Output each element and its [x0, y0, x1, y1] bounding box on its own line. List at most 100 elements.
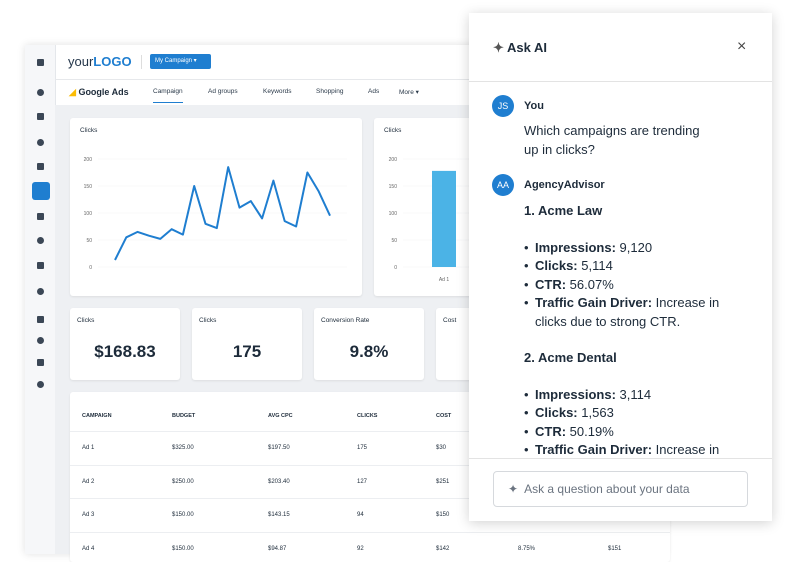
y-tick-label: 200	[389, 157, 398, 163]
y-tick-label: 0	[89, 265, 92, 271]
item-label: Clicks:	[535, 405, 578, 420]
avatar: AA	[492, 174, 514, 196]
tab[interactable]: Keywords	[263, 88, 292, 95]
kpi-card: Conversion Rate 9.8%	[314, 308, 424, 380]
nav-icon[interactable]	[37, 359, 44, 366]
row-divider	[70, 498, 670, 499]
input-placeholder: Ask a question about your data	[524, 482, 690, 496]
item-label: Clicks:	[535, 258, 578, 273]
table-header: CLICKS	[357, 413, 378, 419]
author: You	[524, 100, 544, 112]
conversation: JS You Which campaigns are trending up i…	[469, 93, 772, 458]
tab[interactable]: Shopping	[316, 88, 344, 95]
bullet: •	[524, 423, 529, 439]
divider	[141, 55, 142, 69]
table-cell: $142	[436, 545, 450, 552]
kpi-value: 175	[232, 342, 262, 361]
logo-prefix: your	[68, 54, 94, 69]
author: AgencyAdvisor	[524, 179, 605, 191]
row-divider	[70, 431, 670, 432]
item-value: 9,120	[619, 239, 653, 255]
platform: ◢ Google Ads	[69, 87, 129, 97]
chart-title: Clicks	[80, 127, 98, 134]
panel-header: ✦ Ask AI	[493, 40, 548, 55]
tab[interactable]: Campaign	[153, 88, 183, 103]
kpi-card: Clicks 175	[192, 308, 302, 380]
table-cell: $151	[608, 545, 622, 552]
item-value: 50.19%	[569, 423, 614, 439]
answer-heading: 1. Acme Law	[524, 203, 603, 218]
nav-icon[interactable]	[37, 163, 44, 170]
nav-icon[interactable]	[37, 113, 44, 120]
avatar: JS	[492, 95, 514, 117]
answer-heading: 2. Acme Dental	[524, 350, 617, 365]
question-input[interactable]: ✦ Ask a question about your data	[493, 471, 748, 507]
close-button[interactable]: ×	[737, 38, 747, 55]
answer: 1. Acme Law • Impressions: 9,120 • Clicks: 5…	[524, 202, 724, 458]
nav-icon[interactable]	[37, 89, 44, 96]
ask-ai-panel: ✦ Ask AI × JS You Which campaigns are tr…	[469, 13, 772, 521]
kpi-value: 9.8%	[349, 342, 389, 361]
y-tick-label: 100	[389, 211, 398, 217]
nav-icon[interactable]	[37, 337, 44, 344]
logo-main: LOGO	[93, 54, 132, 69]
tab[interactable]: More ▾	[399, 89, 419, 96]
nav-icon[interactable]	[37, 381, 44, 388]
row-divider	[70, 464, 670, 466]
platform-name: Google Ads	[78, 87, 129, 97]
item-value: Increase in clicks due to strong CTR.	[535, 295, 720, 329]
item-label: CTR:	[535, 276, 567, 292]
nav-icon[interactable]	[37, 237, 44, 244]
y-tick-label: 50	[391, 238, 397, 244]
nav-icon[interactable]	[37, 288, 44, 295]
table-cell: $250.00	[172, 478, 194, 485]
table-cell: Ad 1	[82, 445, 95, 451]
answer-item: • Clicks: 5,114	[524, 257, 724, 276]
tab[interactable]: Ads	[368, 88, 380, 95]
kpi-label: Clicks	[77, 317, 95, 324]
tab[interactable]: Ad groups	[208, 88, 238, 95]
message-text: Which campaigns are trending up in click…	[524, 123, 700, 157]
item-value: 3,114	[619, 386, 652, 402]
item-label: Impressions:	[535, 239, 616, 255]
bullet: •	[524, 386, 529, 402]
y-tick-label: 150	[389, 184, 398, 190]
answer-item: • CTR: 50.19%	[524, 423, 724, 442]
panel-title: Ask AI	[507, 40, 548, 55]
nav-icon[interactable]	[37, 213, 44, 220]
chart: 0 50 100 150 200	[84, 157, 347, 271]
table-cell: 94	[357, 512, 364, 518]
nav-icon[interactable]	[37, 139, 44, 146]
nav-icon[interactable]	[37, 316, 44, 323]
table-cell: $150.00	[172, 545, 194, 552]
nav-icon-active[interactable]	[32, 182, 50, 200]
table-header: AVG CPC	[268, 413, 293, 419]
bullet: •	[524, 258, 529, 273]
kpi-card: Clicks $168.83	[70, 308, 180, 380]
sidebar	[25, 45, 56, 554]
item-label: Traffic Gain Driver:	[535, 295, 653, 310]
table-cell: 92	[357, 545, 364, 552]
kpi-label: Clicks	[199, 317, 217, 324]
answer-item: • Traffic Gain Driver: Increase in	[524, 441, 724, 458]
line	[114, 166, 331, 261]
bullet: •	[524, 442, 529, 457]
chart-title: Clicks	[384, 127, 402, 134]
divider	[469, 81, 772, 82]
bullet: •	[524, 295, 529, 310]
answer-item: • Impressions: 9,120	[524, 239, 724, 258]
table-cell: $30	[436, 445, 447, 451]
campaign-button[interactable]: My Campaign ▾	[150, 54, 211, 69]
table-cell: Ad 2	[82, 478, 95, 485]
nav-icon[interactable]	[37, 262, 44, 269]
answer-item: • CTR: 56.07%	[524, 276, 724, 295]
bullet: •	[524, 405, 529, 420]
bullet: •	[524, 276, 529, 292]
table-cell: $251	[436, 478, 450, 485]
table-cell: $203.40	[268, 478, 290, 485]
table-cell: $197.50	[268, 445, 290, 451]
table-cell: 127	[357, 478, 368, 485]
nav-icon[interactable]	[37, 59, 44, 66]
table-cell: $150.00	[172, 512, 194, 518]
